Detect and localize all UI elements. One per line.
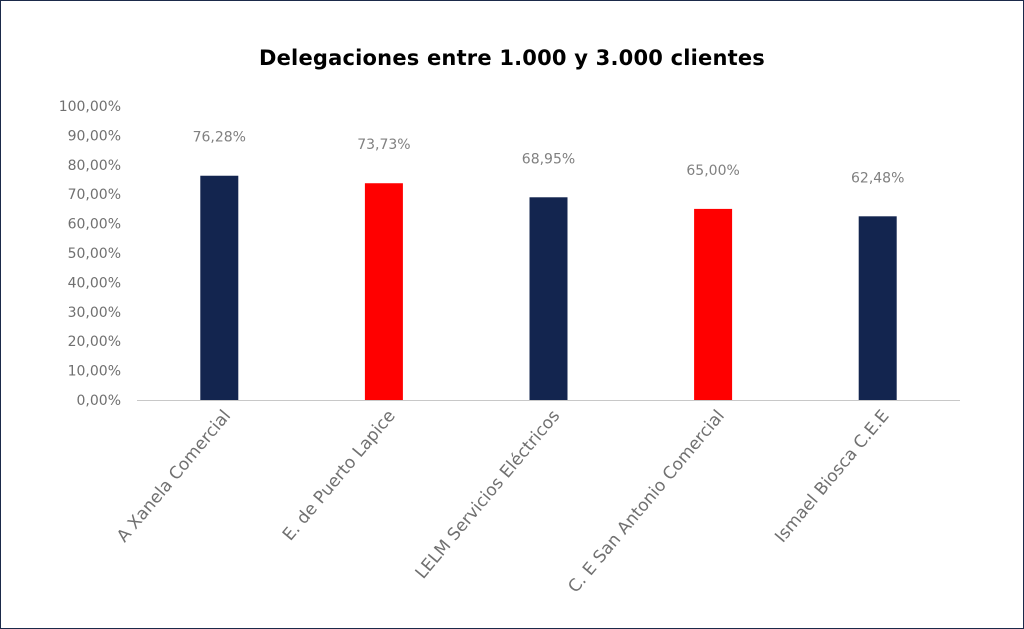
data-labels: 76,28% 73,73% 68,95% 65,00% 62,48% [193, 130, 905, 187]
y-tick-label: 30,00% [68, 305, 121, 321]
y-tick-label: 80,00% [68, 158, 121, 174]
data-label: 62,48% [851, 170, 904, 186]
bar [529, 197, 568, 400]
category-label: C. E San Antonio Comercial [564, 406, 729, 597]
bars [200, 175, 897, 400]
data-label: 73,73% [357, 137, 410, 153]
data-label: 65,00% [686, 163, 739, 179]
data-label: 68,95% [522, 151, 575, 167]
y-tick-label: 70,00% [68, 187, 121, 203]
y-tick-label: 50,00% [68, 246, 121, 262]
y-tick-label: 90,00% [68, 128, 121, 144]
bar [200, 175, 239, 400]
y-tick-label: 0,00% [77, 393, 121, 409]
data-label: 76,28% [193, 130, 246, 146]
y-tick-label: 10,00% [68, 364, 121, 380]
y-tick-label: 100,00% [59, 99, 121, 115]
category-label: LELM Servicios Eléctricos [412, 406, 565, 583]
y-axis: 0,00% 10,00% 20,00% 30,00% 40,00% 50,00% 60,00… [59, 99, 121, 409]
bar [364, 183, 403, 400]
category-label: E. de Puerto Lapice [279, 406, 400, 545]
x-axis: A Xanela Comercial E. de Puerto Lapice LEL… [113, 400, 960, 597]
bar [694, 208, 733, 400]
bar [858, 216, 897, 400]
y-tick-label: 60,00% [68, 217, 121, 233]
y-tick-label: 40,00% [68, 275, 121, 291]
category-label: Ismael Biosca C.E.E [771, 406, 893, 546]
chart-title: Delegaciones entre 1.000 y 3.000 cliente… [258, 46, 766, 70]
y-tick-label: 20,00% [68, 334, 121, 350]
category-label: A Xanela Comercial [113, 406, 235, 546]
